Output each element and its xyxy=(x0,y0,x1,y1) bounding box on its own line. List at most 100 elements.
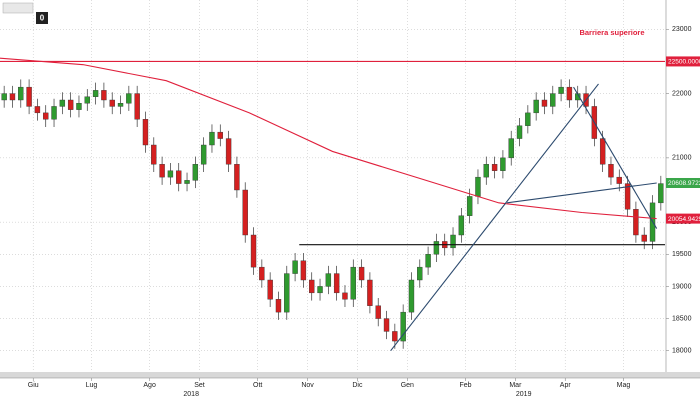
candle-body xyxy=(333,273,340,294)
x-tick-label: Lug xyxy=(86,382,98,389)
candle-body xyxy=(325,273,332,287)
y-tick-label: 18000 xyxy=(672,348,692,355)
candle-body xyxy=(599,138,606,165)
candle-body xyxy=(491,164,498,171)
candle-body xyxy=(558,86,564,94)
candle-body xyxy=(550,93,556,107)
candle-body xyxy=(151,144,157,165)
candle-body xyxy=(26,86,32,107)
candle-body xyxy=(200,144,207,165)
price-tag xyxy=(666,213,700,224)
candle-body xyxy=(466,196,473,216)
candle-body xyxy=(51,106,57,120)
candle-body xyxy=(1,93,7,101)
price-tag-label: 20608.9722 xyxy=(668,180,700,187)
candle-body xyxy=(309,279,315,294)
toolbar: 0 xyxy=(2,2,48,24)
scrollbar[interactable] xyxy=(0,372,700,378)
candle-body xyxy=(18,86,24,101)
x-tick-label: Mar xyxy=(509,382,522,389)
candle-body xyxy=(159,164,165,178)
candle-body xyxy=(317,286,323,294)
y-tick-label: 18500 xyxy=(672,315,692,322)
toolbar-tools[interactable] xyxy=(2,2,34,14)
candle-body xyxy=(9,93,16,101)
candle-body xyxy=(624,183,631,210)
candle-body xyxy=(358,266,365,281)
candle-body xyxy=(417,266,423,281)
candle-body xyxy=(475,176,481,197)
candle-body xyxy=(425,254,431,268)
candle-body xyxy=(184,180,190,184)
candle-body xyxy=(516,125,523,139)
candle-body xyxy=(400,311,406,342)
candle-body xyxy=(500,157,506,171)
candle-body xyxy=(109,99,115,107)
candle-body xyxy=(259,266,265,281)
candle-body xyxy=(383,318,390,332)
year-label: 2019 xyxy=(516,391,532,398)
candle-body xyxy=(566,86,573,101)
candle-body xyxy=(533,99,539,114)
candle-body xyxy=(76,103,82,110)
y-tick-label: 23000 xyxy=(672,26,692,33)
candle-body xyxy=(292,260,298,274)
candle-body xyxy=(350,266,356,300)
candle-body xyxy=(342,292,348,300)
year-label: 2018 xyxy=(183,391,199,398)
y-tick-label: 19000 xyxy=(672,283,692,290)
candle-body xyxy=(408,279,415,313)
candle-body xyxy=(142,119,149,146)
candle-body xyxy=(375,305,381,319)
candle-body xyxy=(101,90,107,101)
candle-body xyxy=(275,299,282,313)
candle-body xyxy=(84,96,90,104)
y-tick-label: 19500 xyxy=(672,251,692,258)
x-tick-label: Feb xyxy=(459,382,471,389)
x-tick-label: Mag xyxy=(617,382,631,389)
candle-body xyxy=(367,279,373,306)
x-tick-label: Set xyxy=(194,382,205,389)
y-tick-label: 22000 xyxy=(672,90,692,97)
candle-body xyxy=(450,234,456,249)
price-tag-label: 20054.9425 xyxy=(668,216,700,223)
candle-body xyxy=(483,164,489,178)
candle-body xyxy=(192,164,199,181)
candle-body xyxy=(225,138,232,165)
candle-body xyxy=(267,279,273,300)
badge-box[interactable] xyxy=(36,12,48,24)
x-tick-label: Ott xyxy=(253,382,262,389)
trend-line xyxy=(573,86,658,229)
candle-body xyxy=(433,241,440,255)
candle-body xyxy=(616,176,622,184)
y-tick-label: 21000 xyxy=(672,155,692,162)
x-tick-label: Dic xyxy=(352,382,363,389)
candle-body xyxy=(92,90,99,97)
candle-body xyxy=(209,131,215,146)
candle-body xyxy=(234,164,240,191)
candle-body xyxy=(242,189,248,236)
price-tag-label: 22500.0000 xyxy=(668,59,700,66)
annotation: Barriera superiore xyxy=(579,28,644,37)
x-tick-label: Gen xyxy=(401,382,414,389)
candle-body xyxy=(608,164,614,178)
candle-body xyxy=(126,93,132,104)
candle-body xyxy=(167,170,174,178)
price-tag xyxy=(666,177,700,188)
candle-body xyxy=(67,99,74,110)
candle-body xyxy=(43,112,49,120)
trend-line xyxy=(0,57,657,220)
candle-body xyxy=(34,106,41,114)
candle-body xyxy=(541,99,548,107)
candle-body xyxy=(392,331,398,342)
candle-body xyxy=(300,260,307,281)
candle-body xyxy=(250,234,257,268)
candle-body xyxy=(59,99,66,107)
x-tick-label: Nov xyxy=(301,382,314,389)
candle-body xyxy=(284,273,290,313)
candle-body xyxy=(633,209,639,236)
candle-body xyxy=(641,234,647,242)
x-tick-label: Giu xyxy=(28,382,39,389)
